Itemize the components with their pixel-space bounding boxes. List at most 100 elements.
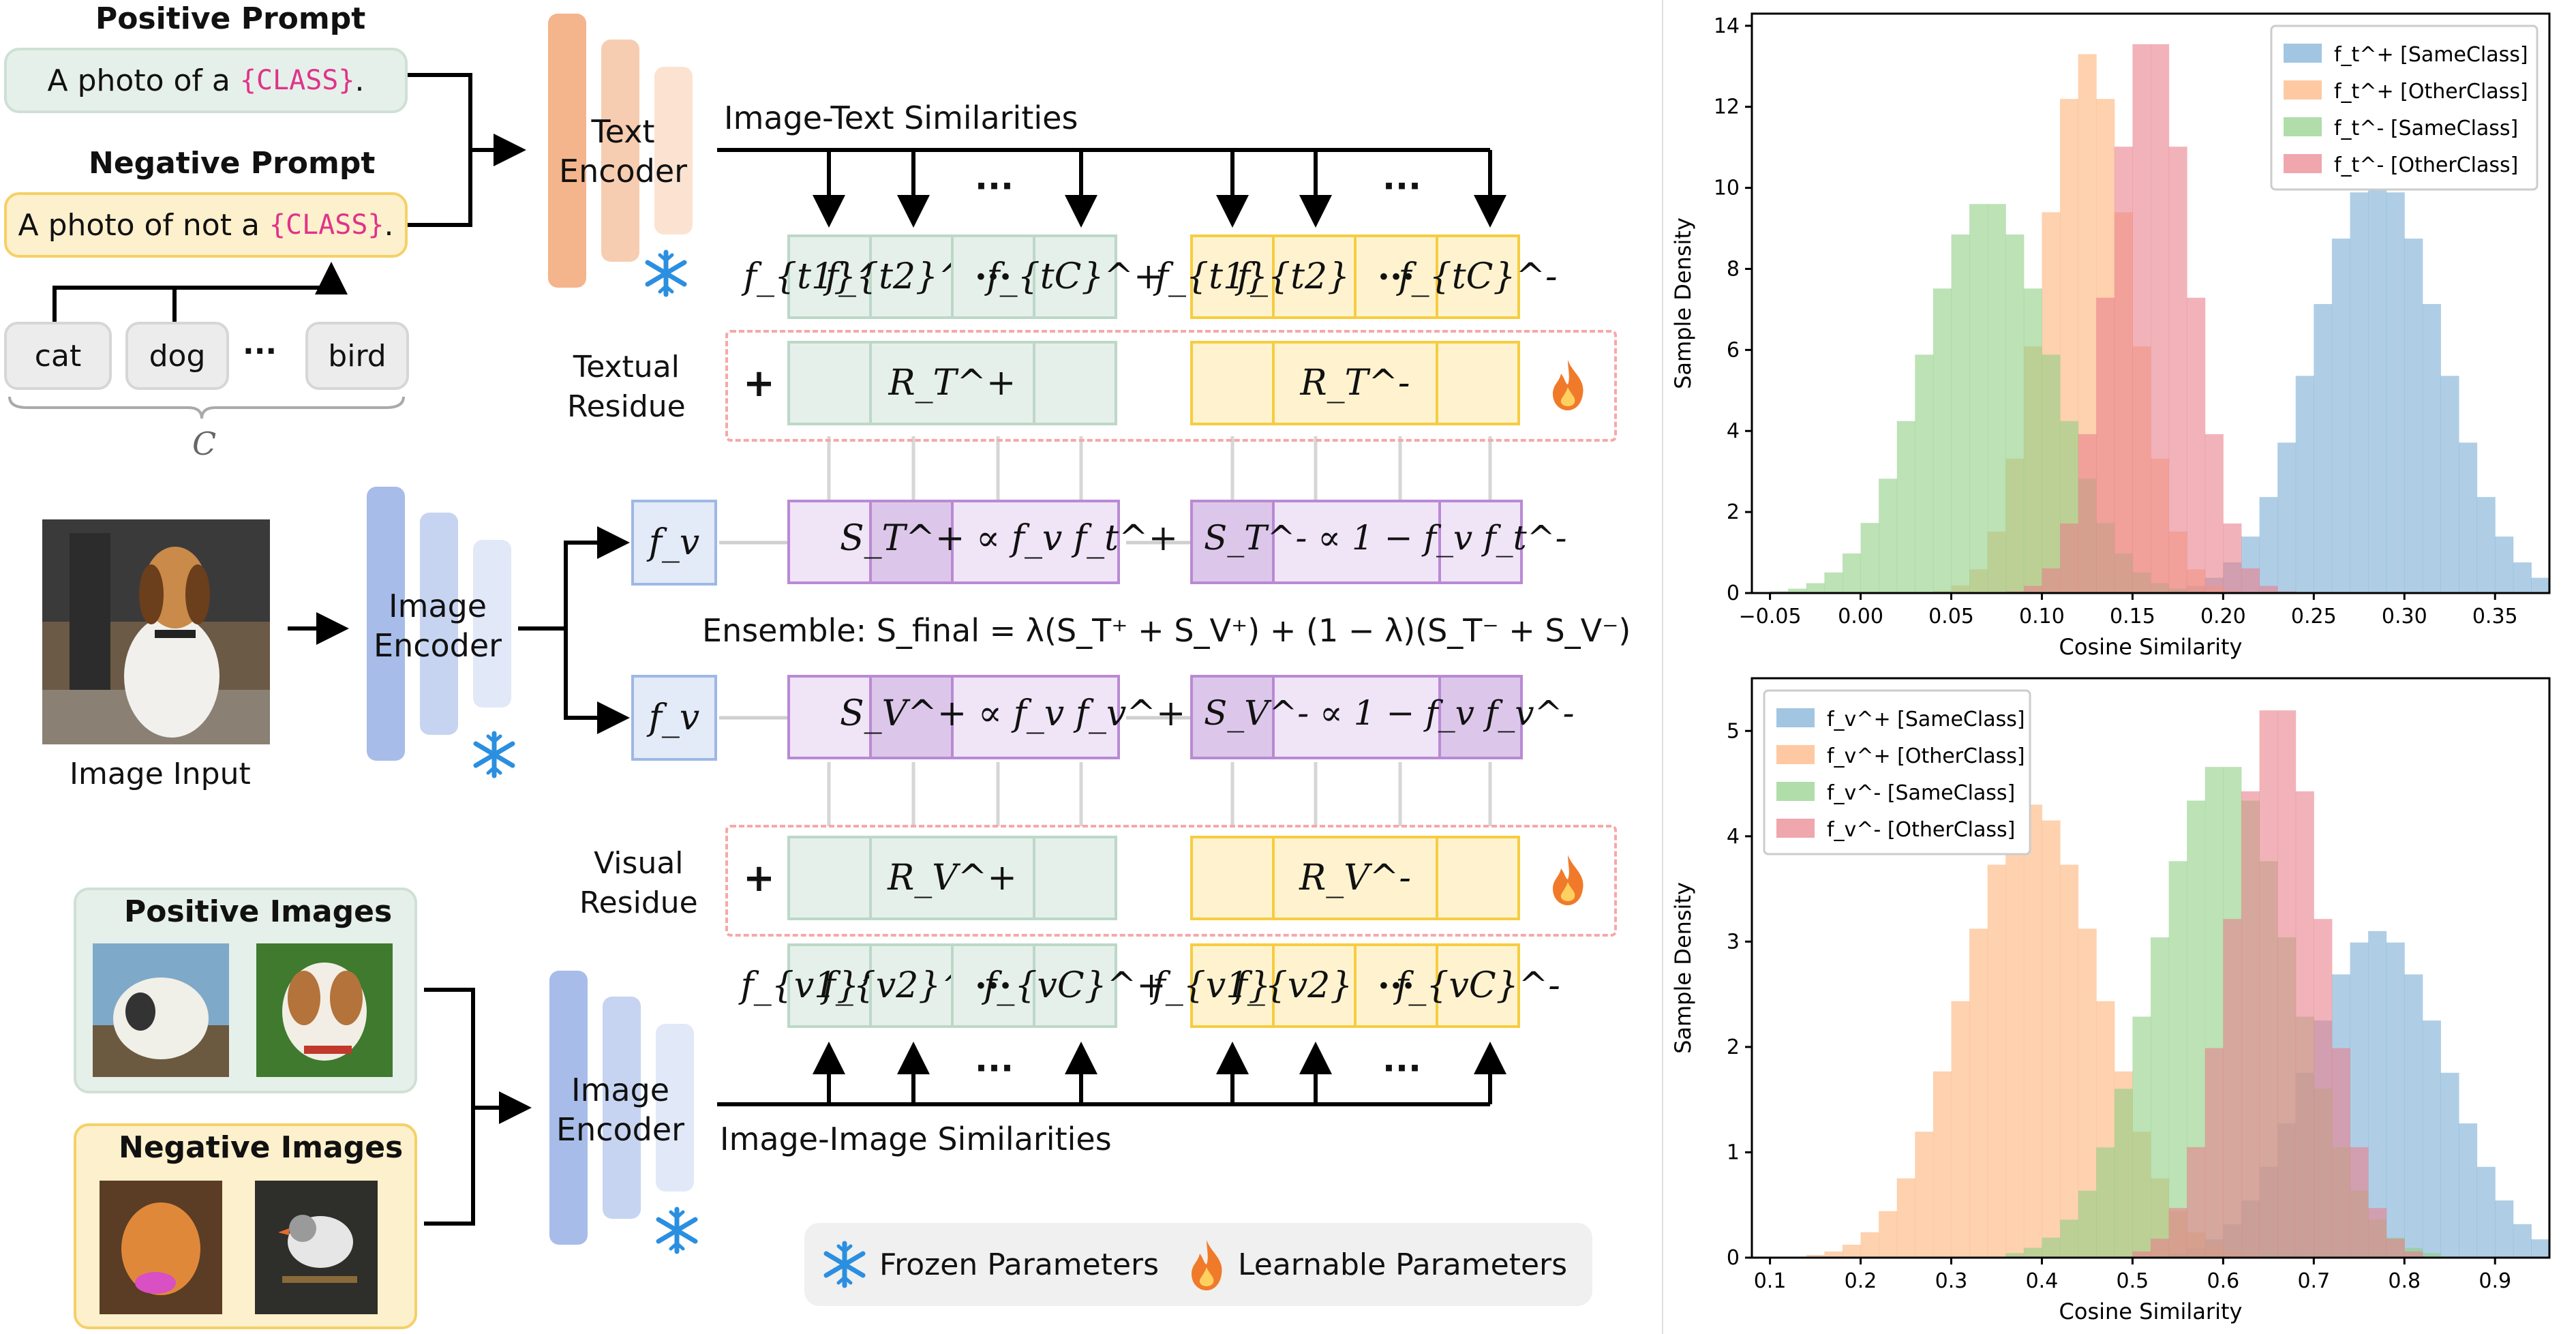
negative-image-2	[255, 1181, 378, 1314]
positive-images-title: Positive Images	[124, 894, 393, 929]
visual-residue-label: Visual Residue	[579, 846, 698, 920]
histogram-bar	[2132, 44, 2151, 594]
histogram-bar	[1842, 553, 1862, 593]
histogram-bar	[2350, 192, 2369, 593]
histogram-bar	[1915, 354, 1934, 593]
negative-prompt-box: A photo of not a {CLASS}.	[4, 192, 408, 258]
histogram-bar	[1896, 421, 1915, 593]
histogram-bar	[2132, 1016, 2151, 1258]
x-tick-label: 0.5	[2117, 1269, 2149, 1293]
ellipsis: ···	[975, 1048, 1014, 1088]
feature-cell: f_{v2}^+	[823, 943, 1001, 1028]
histogram-bar	[2114, 1089, 2133, 1258]
diagram-connectors	[8, 0, 1663, 1334]
legend-label: f_v^- [SameClass]	[1827, 781, 2015, 805]
text-encoder-layer-2	[601, 40, 639, 262]
image-encoder-layer-2	[420, 513, 458, 735]
legend-box	[2270, 25, 2539, 191]
x-axis-label: Cosine Similarity	[2059, 634, 2243, 660]
histogram-bar	[2277, 442, 2297, 593]
class-ellipsis: ···	[243, 334, 277, 369]
text-encoder-layer-1	[548, 14, 586, 288]
y-tick-label: 8	[1727, 257, 1740, 281]
histogram-bar	[1987, 204, 2006, 594]
histogram-bar	[2096, 297, 2115, 593]
legend-box	[1763, 689, 2031, 855]
y-tick-label: 5	[1727, 719, 1740, 743]
period: .	[354, 63, 365, 98]
snowflake-icon	[656, 1207, 698, 1254]
y-tick-label: 14	[1714, 14, 1740, 38]
residue-cell	[1436, 836, 1520, 920]
histogram-bar	[2005, 1253, 2025, 1258]
histogram-bar	[2132, 1251, 2151, 1258]
similarity-text-negative	[1190, 500, 1523, 584]
image-encoder-layer-3	[656, 1024, 694, 1192]
negative-images-title: Negative Images	[119, 1130, 404, 1165]
feature-cell: f_{vC}^+	[984, 943, 1166, 1028]
histogram-bar	[2078, 1190, 2097, 1258]
histogram-bar	[2422, 1253, 2441, 1258]
histogram-bar	[2350, 1147, 2369, 1258]
positive-prompt-box: A photo of a {CLASS}.	[4, 48, 408, 113]
class-token: {CLASS}	[239, 65, 355, 96]
feature-cell: ···	[951, 943, 1035, 1028]
image-input-photo	[42, 519, 270, 744]
histogram-bar	[2314, 303, 2333, 593]
text-positive-features: f_{t1}^+ f_{t2}^+ ··· f_{tC}^+	[744, 234, 1164, 319]
legend-label: f_t^+ [SameClass]	[2334, 43, 2528, 67]
histogram-bar	[2277, 710, 2297, 1258]
histogram-bar	[2114, 147, 2133, 593]
histogram-bar	[2513, 562, 2532, 593]
x-tick-label: −0.05	[1739, 605, 1802, 628]
histogram-bar	[1806, 1255, 1825, 1258]
similarity-text-positive	[787, 500, 1120, 584]
class-token: {CLASS}	[269, 209, 384, 241]
x-tick-label: 0.2	[1845, 1269, 1877, 1293]
histogram-bar	[2476, 1166, 2496, 1258]
x-axis-label: Cosine Similarity	[2059, 1299, 2243, 1324]
histogram-bar	[1860, 523, 1879, 593]
image-encoder-layer-2	[603, 997, 641, 1219]
feature-cell: ···	[951, 234, 1035, 319]
histogram-bar	[2241, 568, 2260, 593]
learnable-parameters-label: Learnable Parameters	[1238, 1247, 1568, 1282]
histogram-bar	[2314, 919, 2333, 1258]
histogram-bar	[2495, 1200, 2514, 1258]
histogram-bar	[2023, 804, 2042, 1258]
residue-cell	[1436, 341, 1520, 425]
histogram-bar	[2042, 354, 2061, 593]
class-chip-dog: dog	[125, 322, 229, 390]
histogram-bar	[2331, 1048, 2350, 1258]
text-similarity-histogram: −0.05 0.00 0.05 0.10 0.15 0.20 0.25 0.30 0.35 0 2 4…	[1670, 12, 2551, 660]
legend-swatch	[2284, 117, 2322, 136]
ellipsis: ···	[1382, 1048, 1421, 1088]
histogram-bar	[2259, 497, 2278, 593]
histogram-bar	[2187, 1147, 2206, 1258]
residue-cell	[1033, 836, 1117, 920]
sim-cell	[951, 675, 1120, 759]
legend-swatch	[1776, 819, 1815, 838]
residue-cell	[1190, 836, 1275, 920]
positive-prompt-text: A photo of a	[47, 63, 230, 98]
legend-label: f_t^+ [OtherClass]	[2334, 80, 2528, 104]
x-tick-label: 0.05	[1928, 605, 1974, 628]
histogram-bar	[2331, 238, 2350, 593]
parameters-legend: Frozen Parameters Learnable Parameters	[804, 1223, 1592, 1306]
histogram-bar	[2368, 175, 2387, 594]
histogram-bar	[2404, 1251, 2423, 1258]
ellipsis: ···	[1382, 166, 1421, 206]
negative-image-1	[100, 1181, 222, 1314]
y-axis-label: Sample Density	[1670, 882, 1696, 1054]
residue-cell: R_V^-	[1272, 836, 1438, 920]
image-encoder-label: Image Encoder	[556, 1072, 685, 1148]
plus-sign: +	[743, 361, 775, 406]
histogram-bar	[1806, 583, 1825, 593]
legend-swatch	[1776, 708, 1815, 727]
positive-prompt-title: Positive Prompt	[95, 1, 366, 36]
histogram-bar	[2295, 791, 2314, 1258]
histogram-bar	[2168, 147, 2187, 593]
histogram-bar	[2404, 974, 2423, 1258]
histogram-bar	[2386, 942, 2405, 1258]
histogram-bar	[2241, 791, 2260, 1258]
